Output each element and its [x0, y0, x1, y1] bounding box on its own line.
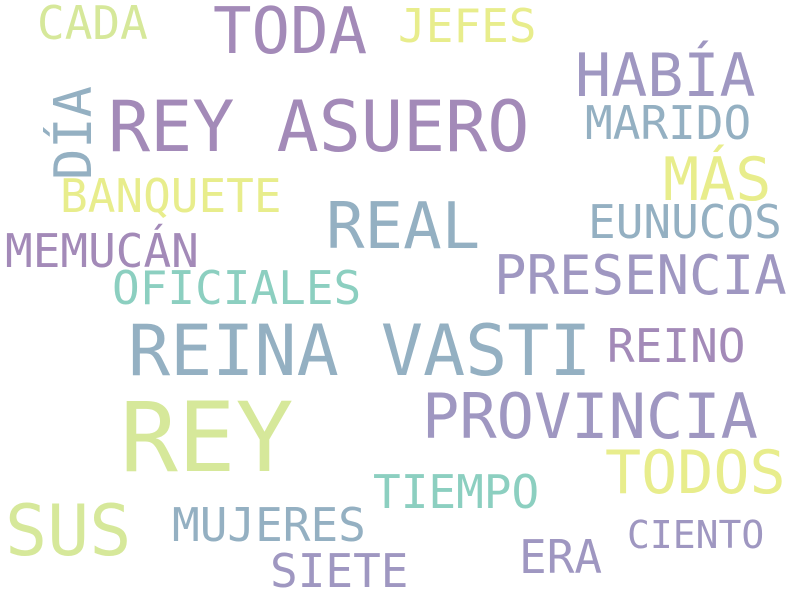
word-reino: REINO: [607, 319, 746, 373]
word-ciento: CIENTO: [627, 513, 765, 557]
word-rey-asuero: REY ASUERO: [108, 86, 530, 168]
word-siete: SIETE: [270, 544, 409, 598]
word-memucan: MEMUCÁN: [5, 224, 199, 278]
word-toda: TODA: [213, 0, 368, 69]
word-todos: TODOS: [605, 438, 786, 508]
word-mujeres: MUJERES: [172, 498, 366, 552]
word-rey: REY: [120, 382, 294, 494]
word-real: REAL: [326, 190, 481, 264]
word-cada: CADA: [37, 0, 148, 50]
word-reina-vasti: REINA VASTI: [128, 310, 592, 392]
word-jefes: JEFES: [398, 0, 537, 53]
word-sus: SUS: [5, 490, 132, 572]
word-era: ERA: [519, 530, 603, 584]
word-presencia: PRESENCIA: [494, 244, 787, 307]
word-dia: DÍA: [44, 86, 104, 180]
word-provincia: PROVINCIA: [422, 380, 758, 453]
word-banquete: BANQUETE: [60, 169, 282, 223]
word-eunucos: EUNUCOS: [588, 195, 782, 249]
word-marido: MARIDO: [585, 96, 752, 150]
word-oficiales: OFICIALES: [112, 261, 362, 315]
word-mas: MÁS: [663, 145, 772, 215]
word-habia: HABÍA: [575, 41, 756, 111]
word-tiempo: TIEMPO: [373, 465, 540, 519]
